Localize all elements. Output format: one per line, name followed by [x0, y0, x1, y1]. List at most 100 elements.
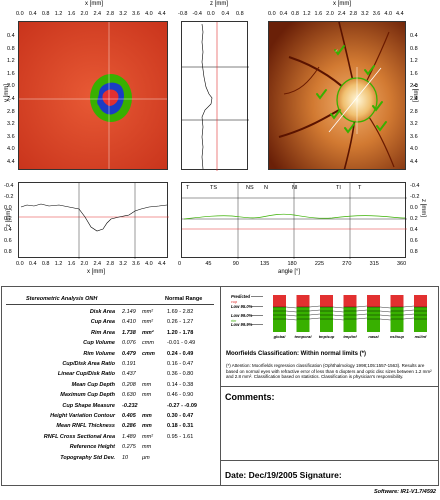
stereo-row-unit: µm [142, 454, 150, 461]
stereo-row-unit: mm [142, 444, 152, 451]
cup-region-red [102, 89, 119, 106]
rnfl-angle-tick-label: 90 [232, 261, 239, 267]
y-tick-label: 4.0 [7, 146, 15, 153]
y-tick-label: 2.4 [410, 96, 418, 102]
y-tick-label: 1.6 [410, 70, 418, 77]
moorfields-rim-label: rim [231, 319, 236, 323]
rnfl-angle-tick-label: 270 [342, 261, 352, 267]
y-tick-label: 1.2 [410, 58, 418, 65]
stereo-row-value: 10 [122, 454, 129, 461]
stereo-row-range: 0.36 - 0.80 [167, 371, 194, 378]
lower-x-tick-label: 0.0 [16, 261, 24, 267]
topography-map[interactable] [18, 21, 168, 170]
stereo-row-unit: mm [142, 392, 152, 399]
horizontal-profile-plot[interactable] [18, 182, 169, 259]
stereo-title-underline [6, 304, 214, 305]
x-tick-label: 2.8 [106, 11, 115, 17]
x-tick-label: 2.0 [80, 11, 89, 17]
moorfields-svg: Predicted Low 95.0% Low 99.0% Low 99.9% cup r… [231, 294, 427, 339]
moorfields-cup-bar [320, 295, 333, 307]
comments-label: Comments: [225, 392, 275, 402]
stereo-row-value: 0.076 [122, 340, 136, 347]
moorfields-column-label: temporal [295, 334, 313, 339]
stereo-row-label: Cup Volume [83, 340, 115, 347]
software-version: Software: IR1-V1.7/4592 [373, 489, 436, 495]
moorfields-cup-bar [273, 295, 286, 307]
y-tick-label: 4.4 [7, 159, 15, 165]
z-tick-label: -0.4 [192, 11, 202, 17]
stereo-row-label: Reference Height [69, 444, 115, 451]
rnfl-sector-label: T [186, 185, 190, 191]
y-axis-title-left: y [mm] [4, 84, 10, 102]
x-tick-label: 1.6 [67, 11, 76, 17]
stereo-row-value: 0.286 [122, 423, 136, 430]
x-tick-label: 3.6 [372, 11, 381, 17]
rnfl-sector-label: T [358, 185, 362, 191]
lower-x-tick-label: 3.2 [119, 261, 127, 267]
rnfl-angle-tick-label: 225 [314, 261, 325, 267]
rnfl-angle-tick-label: 135 [260, 261, 270, 267]
stereo-row-unit: cmm [142, 350, 155, 357]
y-axis-title-right: y [mm] [412, 84, 418, 102]
z-tick-label: 0.8 [236, 11, 244, 17]
x-tick-label: 2.4 [93, 11, 102, 17]
lower-x-tick-label: 2.0 [80, 261, 89, 267]
moorfields-legend-label: Low 99.9% [231, 322, 253, 327]
stereo-row-unit: mm² [142, 309, 153, 315]
x-tick-label: 3.2 [361, 11, 369, 17]
stereo-title: Stereometric Analysis ONH [26, 296, 98, 302]
rnfl-angle-title: angle [°] [278, 269, 301, 275]
rnfl-sector-label: TS [210, 185, 218, 191]
lower-x-tick-label: 2.8 [106, 261, 115, 267]
moorfields-rim-bar [296, 307, 310, 332]
stereo-row-label: Height Variation Contour [50, 413, 115, 419]
rnfl-angle-tick-label: 315 [369, 261, 379, 267]
y-tick-label: 2.0 [7, 83, 15, 90]
stereo-row-range: -0.27 - -0.09 [167, 402, 197, 409]
rnfl-profile-svg [182, 183, 407, 259]
stereo-row-label: Topography Std Dev. [60, 454, 115, 461]
stereo-row-value: 0.630 [122, 392, 136, 399]
moorfields-column-label: nasal [368, 334, 379, 339]
rnfl-sector-label: NS [246, 185, 254, 191]
x-tick-label: 2.0 [326, 11, 334, 17]
stereo-row-range: 0.30 - 0.47 [167, 413, 194, 419]
stereo-row-label: RNFL Cross Sectional Area [43, 433, 115, 440]
lower-z-tick-label: 0.4 [4, 227, 12, 233]
fundus-svg: ✓ [269, 22, 405, 169]
y-tick-label: 0.8 [7, 45, 15, 52]
rnfl-profile-plot[interactable] [181, 182, 407, 259]
stereo-row-value: 0.437 [122, 371, 136, 378]
fundus-image[interactable]: ✓ [268, 21, 406, 170]
stereo-row-label: Cup/Disk Area Ratio [62, 361, 115, 367]
moorfields-cup-bar [296, 295, 310, 307]
x-tick-label: 0.0 [16, 11, 24, 17]
rnfl-sector-label: TI [336, 185, 341, 191]
lower-x-tick-label: 4.0 [145, 261, 153, 267]
moorfields-cup-bar [343, 295, 357, 307]
lower-z-tick-label: -0.2 [4, 194, 14, 200]
moorfields-cup-bar [414, 295, 427, 307]
report-divider-date [220, 460, 439, 461]
rnfl-z-tick-label: 0.6 [410, 238, 418, 244]
lower-x-tick-label: 0.4 [28, 261, 37, 267]
x-tick-label: 1.2 [302, 11, 311, 17]
x-tick-label: 3.2 [119, 11, 127, 17]
vertical-profile-svg [182, 22, 249, 171]
stereo-row-label: Maximum Cup Depth [60, 392, 115, 399]
z-axis-title-top: z [mm] [210, 1, 228, 7]
x-tick-label: 4.0 [145, 11, 153, 17]
stereo-row-range: 0.24 - 0.49 [167, 350, 194, 357]
stereo-row-label: Linear Cup/Disk Ratio [57, 371, 115, 378]
y-tick-label: 0.8 [410, 45, 418, 52]
moorfields-rim-bar [320, 307, 333, 332]
z-tick-label: -0.8 [178, 11, 188, 17]
stereo-row-unit: mm [142, 413, 152, 419]
y-tick-label: 4.0 [410, 146, 418, 153]
vertical-profile-plot[interactable] [181, 21, 249, 171]
horizontal-profile-svg [19, 183, 169, 259]
rnfl-sector-label: N [264, 185, 268, 191]
moorfields-rim-bar [343, 307, 357, 332]
y-tick-label: 0.4 [410, 33, 418, 39]
normal-range-title: Normal Range [165, 296, 203, 302]
